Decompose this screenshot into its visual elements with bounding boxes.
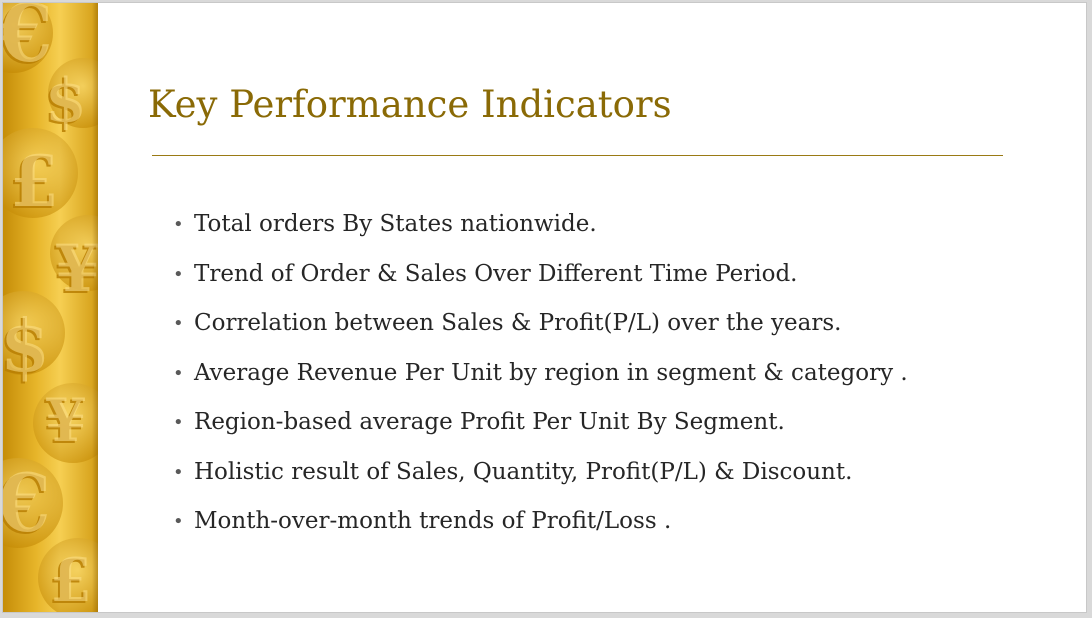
list-item: • Month-over-month trends of Profit/Loss … — [173, 497, 908, 547]
bullet-glyph: • — [173, 214, 184, 235]
svg-text:¥: ¥ — [55, 231, 98, 307]
bullet-glyph: • — [173, 412, 184, 433]
bullet-list: • Total orders By States nationwide. • Tre… — [173, 200, 908, 547]
bullet-glyph: • — [173, 461, 184, 483]
svg-text:¥: ¥ — [45, 386, 87, 456]
svg-text:£: £ — [8, 142, 57, 225]
slide: € $ £ ¥ $ ¥ € £ € $ £ ¥ $ ¥ € £ Key Perf… — [3, 3, 1086, 612]
list-item-text: Total orders By States nationwide. — [194, 211, 597, 237]
bullet-glyph: • — [173, 511, 184, 532]
svg-text:$: $ — [3, 303, 50, 388]
svg-text:€: € — [3, 3, 51, 82]
list-item-text: Holistic result of Sales, Quantity, Prof… — [194, 458, 853, 485]
currency-symbols-graphic: € $ £ ¥ $ ¥ € £ € $ £ ¥ $ ¥ € £ — [3, 3, 98, 612]
list-item-text: Month-over-month trends of Profit/Loss . — [194, 508, 672, 534]
svg-text:$: $ — [45, 66, 87, 136]
svg-text:€: € — [3, 456, 51, 550]
list-item-text: Average Revenue Per Unit by region in se… — [194, 359, 908, 386]
list-item: • Holistic result of Sales, Quantity, Pro… — [173, 448, 908, 498]
svg-text:£: £ — [10, 140, 59, 223]
svg-text:£: £ — [50, 546, 92, 612]
list-item-text: Correlation between Sales & Profit(P/L) … — [194, 310, 842, 336]
list-item: • Region-based average Profit Per Unit By… — [173, 398, 908, 448]
list-item: • Correlation between Sales & Profit(P/L)… — [173, 299, 908, 349]
list-item-text: Trend of Order & Sales Over Different Ti… — [194, 260, 798, 287]
svg-text:€: € — [3, 458, 49, 552]
list-item: • Average Revenue Per Unit by region in s… — [173, 349, 908, 399]
title-divider — [152, 155, 1003, 156]
svg-text:$: $ — [3, 305, 48, 390]
svg-text:¥: ¥ — [53, 233, 98, 309]
gold-currency-symbols-image: € $ £ ¥ $ ¥ € £ € $ £ ¥ $ ¥ € £ — [3, 3, 98, 612]
svg-text:$: $ — [43, 68, 85, 138]
bullet-glyph: • — [173, 362, 184, 384]
svg-text:£: £ — [48, 548, 90, 612]
list-item-text: Region-based average Profit Per Unit By … — [194, 409, 785, 435]
svg-text:¥: ¥ — [43, 388, 85, 458]
list-item: • Trend of Order & Sales Over Different T… — [173, 250, 908, 300]
list-item: • Total orders By States nationwide. — [173, 200, 908, 250]
bullet-glyph: • — [173, 263, 184, 285]
svg-text:€: € — [3, 3, 53, 80]
slide-title: Key Performance Indicators — [148, 83, 672, 126]
bullet-glyph: • — [173, 313, 184, 334]
